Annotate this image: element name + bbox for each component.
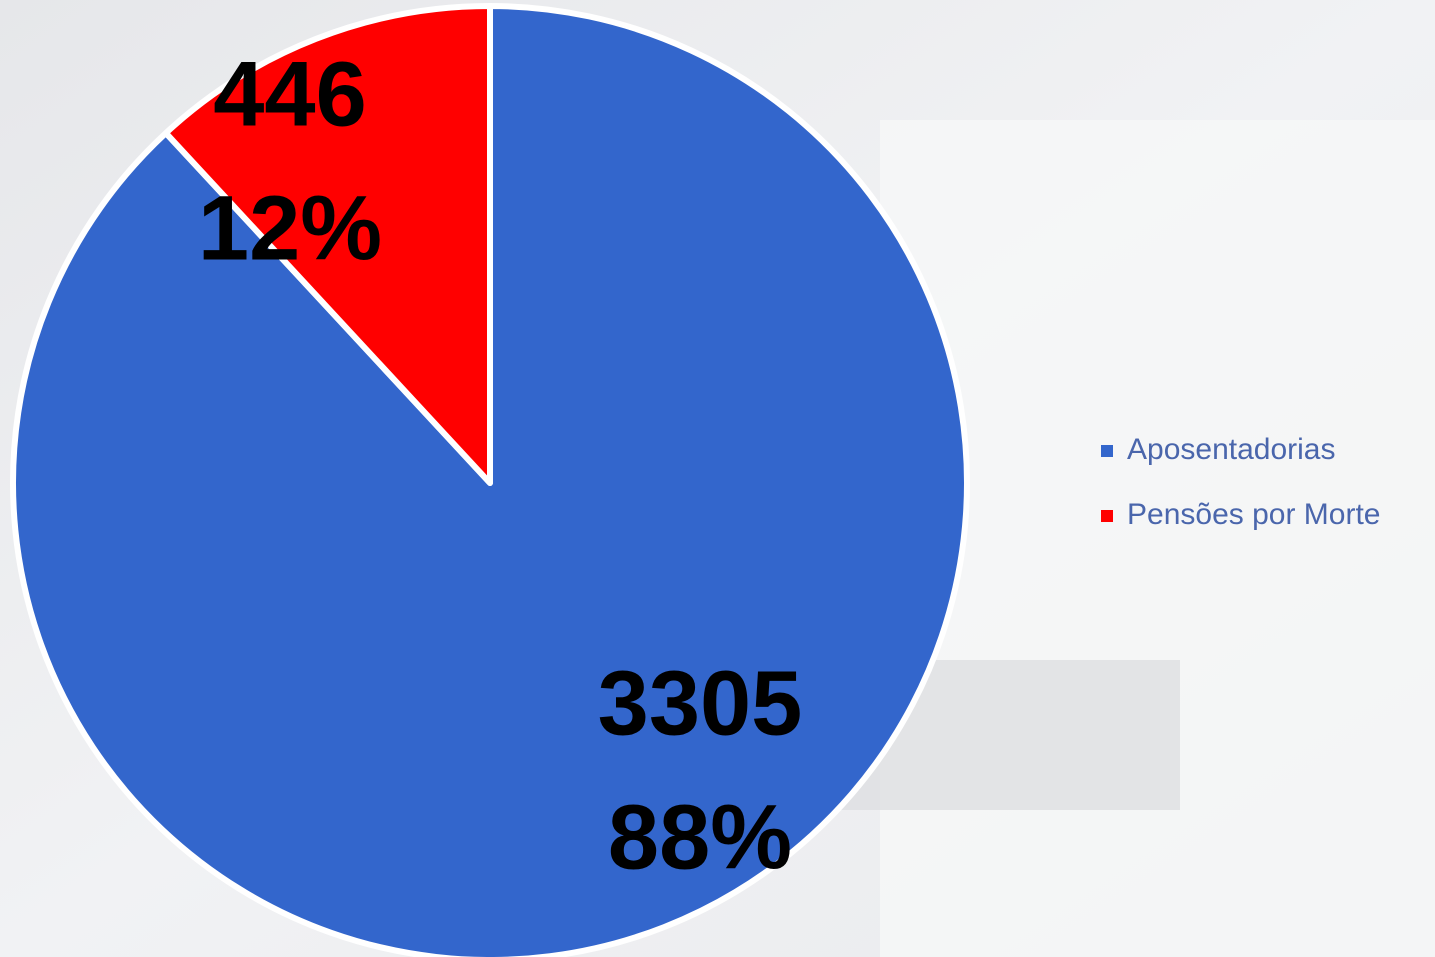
percent-label: 12% xyxy=(198,177,382,279)
data-labels: 3305 88% 446 12% xyxy=(198,43,802,888)
legend: Aposentadorias Pensões por Morte xyxy=(1101,433,1380,531)
legend-label: Aposentadorias xyxy=(1127,433,1335,466)
background-building xyxy=(880,120,1435,957)
pie xyxy=(10,3,970,957)
value-label: 446 xyxy=(213,43,367,145)
pie-slice xyxy=(10,3,970,957)
percent-label: 88% xyxy=(608,786,792,888)
legend-marker xyxy=(1101,445,1113,457)
value-label: 3305 xyxy=(598,652,803,754)
pie-slice xyxy=(162,3,493,486)
legend-label: Pensões por Morte xyxy=(1127,498,1380,531)
legend-marker xyxy=(1101,510,1113,522)
